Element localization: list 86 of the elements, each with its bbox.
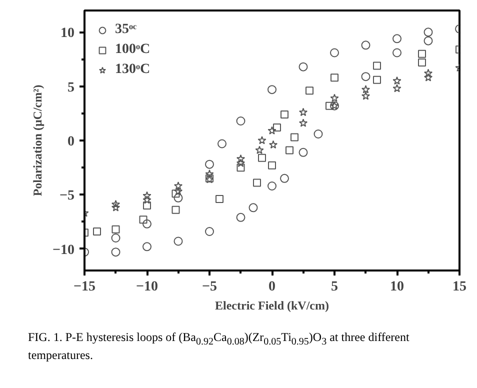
point [174, 193, 183, 202]
point [418, 58, 426, 66]
point [205, 160, 214, 169]
point [268, 126, 276, 134]
point [286, 146, 294, 154]
point [111, 203, 120, 212]
point [424, 73, 433, 82]
point [174, 236, 183, 246]
legend-label: 100ᵒC [115, 41, 150, 59]
point [142, 242, 152, 252]
point [330, 74, 338, 82]
point [268, 140, 278, 149]
point [205, 170, 214, 178]
point [172, 190, 180, 198]
point [268, 85, 276, 94]
legend-label: 35ᵒᶜ [115, 21, 137, 39]
x-tick-label: 10 [390, 280, 404, 294]
point [172, 206, 180, 214]
point [330, 94, 339, 102]
point [236, 158, 246, 167]
point [258, 154, 266, 162]
point [268, 161, 276, 170]
point [111, 248, 120, 257]
x-axis-title: Electric Field (kV/cm) [215, 298, 329, 312]
x-tick-label: 0 [268, 280, 276, 294]
point [268, 182, 276, 190]
point [253, 178, 261, 187]
point [111, 200, 120, 208]
point [298, 62, 308, 72]
point [112, 225, 120, 234]
point [236, 116, 246, 126]
point [236, 164, 245, 172]
x-tick-label: 15 [452, 280, 466, 294]
point [111, 234, 120, 242]
y-axis-title: Polarization (μC/cm²) [30, 84, 45, 196]
point [392, 76, 402, 85]
point [361, 72, 370, 82]
x-tick-label: −15 [74, 280, 96, 294]
point [306, 86, 314, 95]
point [174, 186, 183, 196]
point [258, 136, 266, 144]
y-tick-label: 5 [68, 80, 74, 96]
point [298, 118, 308, 127]
point [255, 146, 264, 154]
x-tick-label: −5 [202, 280, 217, 294]
point [326, 102, 334, 110]
point [174, 182, 183, 190]
point [418, 50, 426, 58]
point [392, 84, 402, 92]
point [314, 130, 323, 138]
text: FIG. 1. P-E hysteresis loops of (Ba$_{0.92}$Ca$_{0.08}$)(Zr$_{0.05}$Ti$_{0.95}$)O$_{3}$ at three different temperatures. [28, 330, 410, 362]
point [298, 148, 308, 157]
point [280, 174, 289, 183]
point [142, 219, 152, 228]
y-tick-label: 0 [68, 134, 74, 150]
point [424, 36, 433, 46]
point [298, 108, 308, 116]
point [373, 76, 381, 84]
point [424, 68, 433, 78]
point [424, 28, 433, 37]
point [142, 191, 152, 200]
point [248, 203, 258, 212]
point [361, 40, 370, 50]
y-tick-label: −5 [60, 188, 75, 204]
point [216, 195, 224, 203]
legend-label: 130ᵒC [115, 61, 150, 79]
point [142, 196, 152, 204]
point [392, 34, 402, 44]
point [139, 216, 148, 224]
point [290, 133, 298, 142]
x-tick-label: −10 [136, 280, 158, 294]
point [392, 48, 402, 58]
point [93, 228, 101, 236]
point [218, 139, 226, 148]
point [373, 62, 381, 70]
point [330, 48, 339, 58]
point [236, 212, 246, 222]
y-tick-label: −10 [52, 242, 75, 258]
point [361, 92, 370, 100]
point [280, 110, 288, 118]
point [361, 85, 370, 94]
point [143, 202, 151, 210]
point [273, 124, 281, 132]
point [205, 227, 214, 236]
y-tick-label: 10 [60, 26, 74, 42]
x-tick-label: 5 [331, 280, 338, 294]
